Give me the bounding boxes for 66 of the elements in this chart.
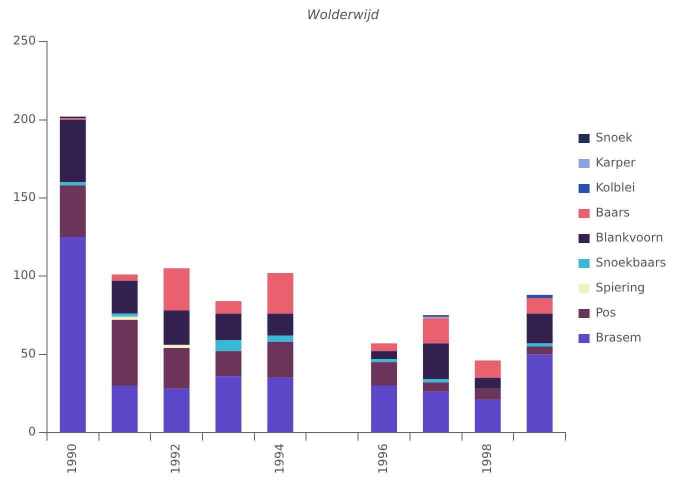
bar: [112, 314, 138, 317]
y-tick-label: 0: [28, 424, 36, 439]
bar: [60, 185, 86, 238]
bar: [112, 316, 138, 320]
bar: [526, 343, 553, 346]
y-tick-label: 200: [13, 112, 36, 126]
y-tick-label: 100: [13, 268, 36, 282]
bar: [422, 379, 449, 382]
x-tick-label: 1990: [64, 443, 79, 474]
legend-label: Blankvoorn: [596, 230, 664, 245]
bar: [60, 237, 86, 432]
bar: [422, 392, 449, 432]
legend-label: Brasem: [596, 330, 642, 345]
bar: [371, 386, 398, 432]
bar: [371, 362, 398, 386]
legend-label: Kolblei: [596, 180, 636, 195]
legend-label: Snoek: [596, 130, 633, 145]
bar: [164, 268, 190, 311]
x-tick-label: 1992: [168, 443, 183, 474]
y-tick-label: 250: [13, 34, 36, 48]
bar: [112, 386, 138, 432]
bar: [267, 272, 294, 314]
bar: [474, 388, 501, 400]
bar: [474, 400, 501, 432]
bar: [215, 351, 242, 376]
bar: [215, 340, 242, 352]
bar: [215, 301, 242, 314]
bar: [526, 354, 553, 432]
x-tick-label: 1998: [480, 443, 494, 474]
bar: [371, 351, 398, 359]
y-tick-label: 150: [13, 190, 36, 204]
bar: [526, 298, 553, 314]
bar: [112, 280, 138, 314]
legend-label: Pos: [596, 306, 616, 320]
bar: [526, 346, 553, 354]
legend-label: Snoekbaars: [596, 256, 666, 270]
legend-label: Karper: [596, 156, 636, 170]
bar: [422, 343, 449, 380]
bar: [267, 336, 294, 342]
x-tick-label: 1996: [376, 443, 390, 474]
bar: [371, 358, 398, 362]
bar: [526, 314, 553, 344]
bar: [164, 348, 190, 389]
bar: [112, 274, 138, 281]
bar: [267, 314, 294, 336]
bar: [422, 318, 449, 344]
bar: [526, 294, 553, 298]
y-tick-label: 50: [20, 346, 36, 360]
bar: [60, 120, 86, 182]
bar: [60, 182, 86, 186]
legend-label: Spiering: [596, 280, 646, 295]
x-tick-label: 1994: [272, 443, 286, 474]
bar: [164, 388, 190, 432]
bar: [267, 342, 294, 378]
bar: [164, 310, 190, 345]
bar: [474, 360, 501, 378]
bar: [474, 378, 501, 389]
bar: [112, 320, 138, 386]
bar: [164, 344, 190, 348]
bar: [215, 314, 242, 340]
bar: [371, 343, 398, 352]
bar: [215, 376, 242, 432]
legend-label: Baars: [596, 206, 630, 220]
bar: [267, 378, 294, 432]
chart-title: Wolderwijd: [306, 8, 380, 24]
bar: [422, 382, 449, 392]
